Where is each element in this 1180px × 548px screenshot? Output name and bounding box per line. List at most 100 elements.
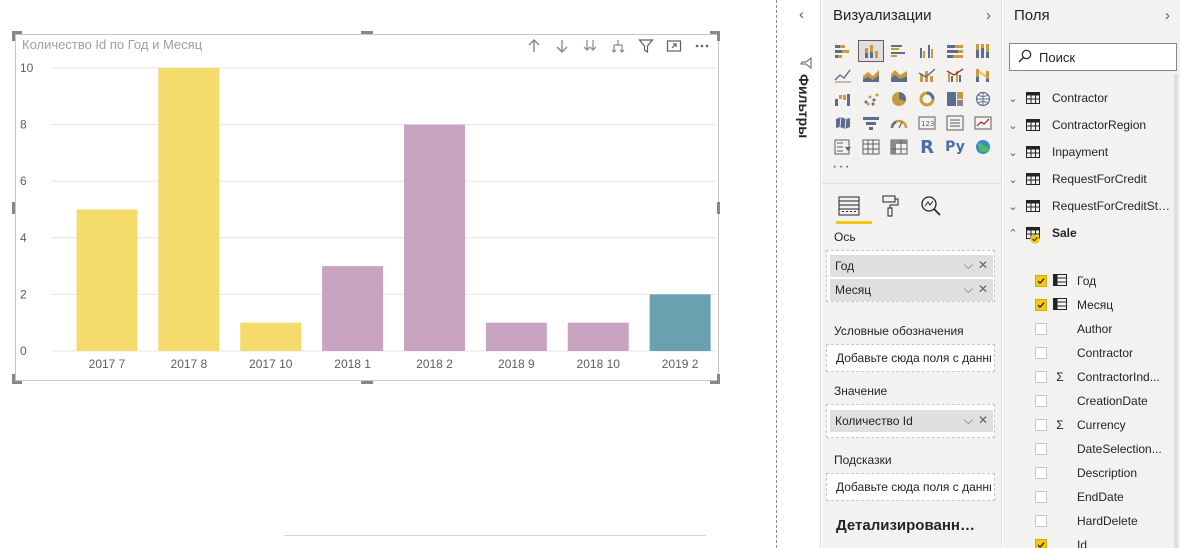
axis-field-chip[interactable]: Месяц ⌵ ✕ <box>830 279 993 301</box>
resize-handle-right[interactable] <box>717 202 720 214</box>
bar[interactable] <box>322 266 384 351</box>
donut-chart-icon[interactable] <box>914 88 940 110</box>
field-table-row[interactable]: ⌄ RequestForCreditSt… <box>1003 194 1180 218</box>
bar[interactable] <box>649 294 711 351</box>
axis-field-chip[interactable]: Год ⌵ ✕ <box>830 255 993 277</box>
field-table-row[interactable]: ⌄ RequestForCredit <box>1003 167 1180 191</box>
clustered-bar-chart-icon[interactable] <box>886 40 912 62</box>
field-checkbox[interactable] <box>1035 395 1047 407</box>
field-table-row[interactable]: ⌄ Contractor <box>1003 86 1180 110</box>
field-row[interactable]: EndDate <box>1003 485 1180 509</box>
gauge-icon[interactable] <box>886 112 912 134</box>
focus-mode-icon[interactable] <box>662 35 686 57</box>
arcgis-map-icon[interactable] <box>970 136 996 158</box>
multi-row-card-icon[interactable] <box>942 112 968 134</box>
pie-chart-icon[interactable] <box>886 88 912 110</box>
field-checkbox[interactable] <box>1035 539 1047 548</box>
resize-handle-bottom[interactable] <box>361 381 373 384</box>
fields-scrollbar[interactable] <box>1174 74 1178 548</box>
field-checkbox[interactable] <box>1035 323 1047 335</box>
field-row[interactable]: HardDelete <box>1003 509 1180 533</box>
go-to-next-level-icon[interactable] <box>578 35 602 57</box>
field-row[interactable]: Σ Currency <box>1003 413 1180 437</box>
bar[interactable] <box>158 68 220 351</box>
field-checkbox[interactable] <box>1035 443 1047 455</box>
field-row[interactable]: Author <box>1003 317 1180 341</box>
field-row[interactable]: Σ ContractorInd... <box>1003 365 1180 389</box>
fields-search-input[interactable]: Поиск <box>1009 43 1177 71</box>
tooltips-well[interactable]: Добавьте сюда поля с данными <box>826 473 995 501</box>
resize-handle-top[interactable] <box>361 31 373 34</box>
field-table-row[interactable]: ⌄ Inpayment <box>1003 140 1180 164</box>
bar[interactable] <box>485 322 547 351</box>
treemap-icon[interactable] <box>942 88 968 110</box>
table-icon[interactable] <box>858 136 884 158</box>
field-checkbox[interactable] <box>1035 515 1047 527</box>
chevron-down-icon[interactable]: ⌄ <box>1008 92 1018 105</box>
field-row[interactable]: Id <box>1003 533 1180 548</box>
collapse-visualizations-icon[interactable]: › <box>986 6 991 24</box>
100-stacked-bar-chart-icon[interactable] <box>942 40 968 62</box>
area-chart-icon[interactable] <box>858 64 884 86</box>
resize-handle-top-right-v[interactable] <box>717 31 720 41</box>
resize-handle-left[interactable] <box>12 202 15 214</box>
resize-handle-bottom-right-v[interactable] <box>717 374 720 384</box>
kpi-icon[interactable] <box>970 112 996 134</box>
filter-icon[interactable] <box>634 35 658 57</box>
chevron-down-icon[interactable]: ⌵ <box>963 258 973 272</box>
waterfall-chart-icon[interactable] <box>830 88 856 110</box>
bar-chart-visual[interactable]: Количество Id по Год и Месяц <box>15 34 719 381</box>
matrix-icon[interactable] <box>886 136 912 158</box>
report-canvas[interactable]: Количество Id по Год и Месяц <box>0 0 776 548</box>
funnel-chart-icon[interactable] <box>858 112 884 134</box>
bar[interactable] <box>240 322 302 351</box>
value-well[interactable]: Количество Id ⌵ ✕ <box>826 404 995 438</box>
field-table-row[interactable]: ⌃ Sale <box>1003 221 1180 245</box>
resize-handle-top-left-v[interactable] <box>12 31 15 41</box>
expand-hierarchy-icon[interactable] <box>606 35 630 57</box>
field-checkbox[interactable] <box>1035 299 1047 311</box>
python-visual-icon[interactable]: Py <box>945 139 965 155</box>
more-options-icon[interactable] <box>690 35 714 57</box>
line-chart-icon[interactable] <box>830 64 856 86</box>
resize-handle-bottom-right[interactable] <box>710 381 720 384</box>
map-icon[interactable] <box>970 88 996 110</box>
more-visuals-icon[interactable]: ··· <box>832 158 851 175</box>
chevron-down-icon[interactable]: ⌵ <box>963 282 973 296</box>
chevron-up-icon[interactable]: ⌃ <box>1008 227 1018 240</box>
stacked-area-chart-icon[interactable] <box>886 64 912 86</box>
100-stacked-column-chart-icon[interactable] <box>970 40 996 62</box>
field-checkbox[interactable] <box>1035 419 1047 431</box>
chevron-down-icon[interactable]: ⌄ <box>1008 146 1018 159</box>
chevron-down-icon[interactable]: ⌄ <box>1008 119 1018 132</box>
remove-field-icon[interactable]: ✕ <box>977 282 988 296</box>
field-row[interactable]: Contractor <box>1003 341 1180 365</box>
field-checkbox[interactable] <box>1035 491 1047 503</box>
slicer-icon[interactable] <box>830 136 856 158</box>
resize-handle-top-left[interactable] <box>12 31 22 34</box>
stacked-bar-chart-icon[interactable] <box>830 40 856 62</box>
bar[interactable] <box>404 124 465 351</box>
field-checkbox[interactable] <box>1035 467 1047 479</box>
line-and-clustered-column-icon[interactable] <box>942 64 968 86</box>
ribbon-chart-icon[interactable] <box>970 64 996 86</box>
drill-up-icon[interactable] <box>522 35 546 57</box>
r-script-visual-icon[interactable]: R <box>920 136 934 158</box>
field-row[interactable]: DateSelection... <box>1003 437 1180 461</box>
field-row[interactable]: Месяц <box>1003 293 1180 317</box>
format-paint-roller-icon[interactable] <box>877 194 903 218</box>
field-row[interactable]: Год <box>1003 269 1180 293</box>
drill-down-icon[interactable] <box>550 35 574 57</box>
bar[interactable] <box>76 209 138 352</box>
field-row[interactable]: CreationDate <box>1003 389 1180 413</box>
resize-handle-bottom-left-v[interactable] <box>12 374 15 384</box>
chevron-down-icon[interactable]: ⌵ <box>963 413 973 427</box>
field-checkbox[interactable] <box>1035 371 1047 383</box>
field-row[interactable]: Description <box>1003 461 1180 485</box>
legend-well[interactable]: Добавьте сюда поля с данными <box>826 344 995 372</box>
resize-handle-bottom-left[interactable] <box>12 381 22 384</box>
stacked-column-chart-icon[interactable] <box>858 40 884 62</box>
field-checkbox[interactable] <box>1035 275 1047 287</box>
card-icon[interactable]: 123 <box>914 112 940 134</box>
fields-tab-icon[interactable] <box>836 194 862 218</box>
